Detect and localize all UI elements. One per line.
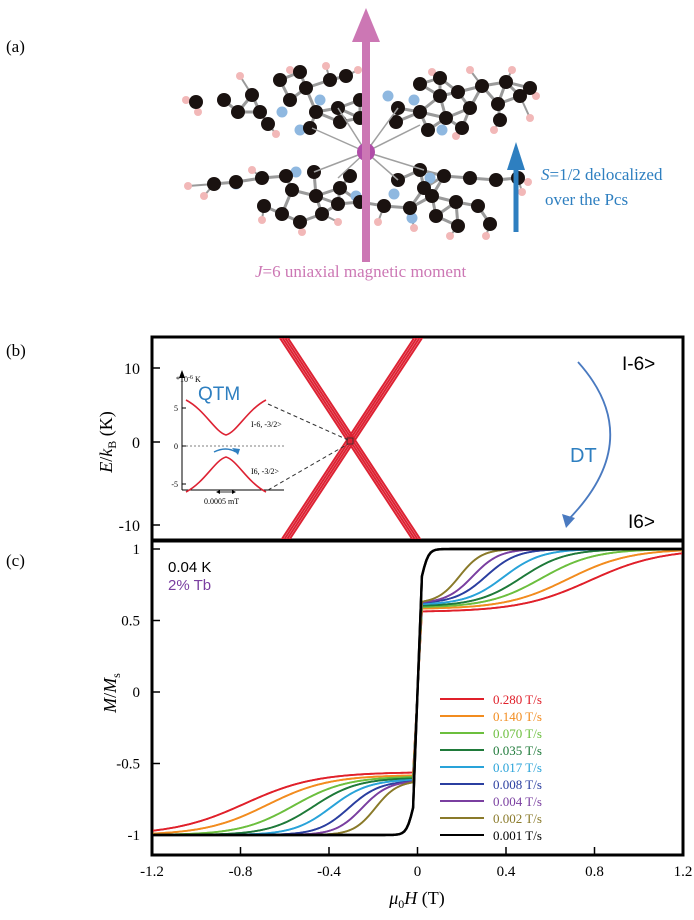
svg-text:-5: -5	[171, 480, 178, 489]
c-xtick: 0.4	[497, 864, 516, 880]
legend-entry: 0.280 T/s	[493, 692, 542, 707]
c-xtick: -0.4	[317, 864, 341, 880]
legend-entry: 0.140 T/s	[493, 709, 542, 724]
c-ylabel: M/Ms	[100, 673, 123, 714]
c-xtick: 0.8	[585, 864, 604, 880]
legend-entry: 0.070 T/s	[493, 726, 542, 741]
inset-unit-label: *10-6 K	[176, 375, 201, 384]
qtm-label: QTM	[198, 384, 240, 405]
inset-state-lower: I6, -3/2>	[251, 467, 280, 476]
panel-c-label: (c)	[6, 551, 25, 570]
c-legend: 0.280 T/s 0.140 T/s 0.070 T/s 0.035 T/s 0.01…	[440, 692, 542, 843]
c-xlabel: μ0H (T)	[388, 888, 445, 911]
c-ytick: 0	[133, 685, 141, 701]
phthalocyanine-molecule	[182, 62, 540, 240]
state-plus6-label: I6>	[628, 512, 655, 533]
s-spin-label: S=1/2 delocalized	[541, 165, 663, 184]
c-xtick: -0.8	[229, 864, 253, 880]
legend-entry: 0.008 T/s	[493, 777, 542, 792]
series-line-down	[153, 547, 682, 837]
zoom-lines	[267, 403, 349, 491]
c-ytick: -1	[128, 828, 141, 844]
dt-arrow	[562, 361, 612, 528]
legend-entry: 0.004 T/s	[493, 794, 542, 809]
c-axes: -1.2 -0.8 -0.4 0 0.4 0.8 1.2 1 0.5 0 -0.5 -1	[116, 542, 692, 880]
concentration-label: 2% Tb	[168, 577, 211, 594]
c-ytick: 1	[133, 542, 141, 558]
c-xtick: 1.2	[674, 864, 693, 880]
inset-scale-label: 0.0005 mT	[204, 497, 239, 506]
c-ytick: -0.5	[116, 757, 140, 773]
svg-text:0: 0	[174, 442, 178, 451]
b-ytick-minus10: -10	[119, 518, 140, 535]
c-ytick: 0.5	[121, 614, 140, 630]
dt-label: DT	[570, 445, 597, 467]
legend-entry: 0.001 T/s	[493, 828, 542, 843]
inset-state-upper: I-6, -3/2>	[251, 420, 282, 429]
s-spin-label-line2: over the Pcs	[545, 190, 628, 209]
b-ytick-10: 10	[124, 361, 140, 378]
c-xtick: 0	[414, 864, 422, 880]
c-xtick: -1.2	[140, 864, 164, 880]
j-moment-arrow	[352, 8, 380, 262]
legend-entry: 0.017 T/s	[493, 760, 542, 775]
panel-a-label: (a)	[6, 37, 25, 56]
qtm-inset: *10-6 K 5 0 -5 QTM I-6, -3/2> I6, -3/2> …	[160, 370, 288, 509]
s-spin-arrow	[507, 142, 525, 232]
b-ylabel: E/kB (K)	[96, 411, 119, 474]
legend-entry: 0.035 T/s	[493, 743, 542, 758]
legend-entry: 0.002 T/s	[493, 811, 542, 826]
svg-text:5: 5	[174, 404, 178, 413]
temperature-label: 0.04 K	[168, 559, 211, 576]
j-moment-label: J=6 uniaxial magnetic moment	[255, 262, 466, 281]
state-minus6-label: I-6>	[622, 354, 655, 375]
panel-b-label: (b)	[6, 341, 26, 360]
b-ytick-0: 0	[132, 435, 140, 452]
hysteresis-curves	[153, 547, 682, 837]
